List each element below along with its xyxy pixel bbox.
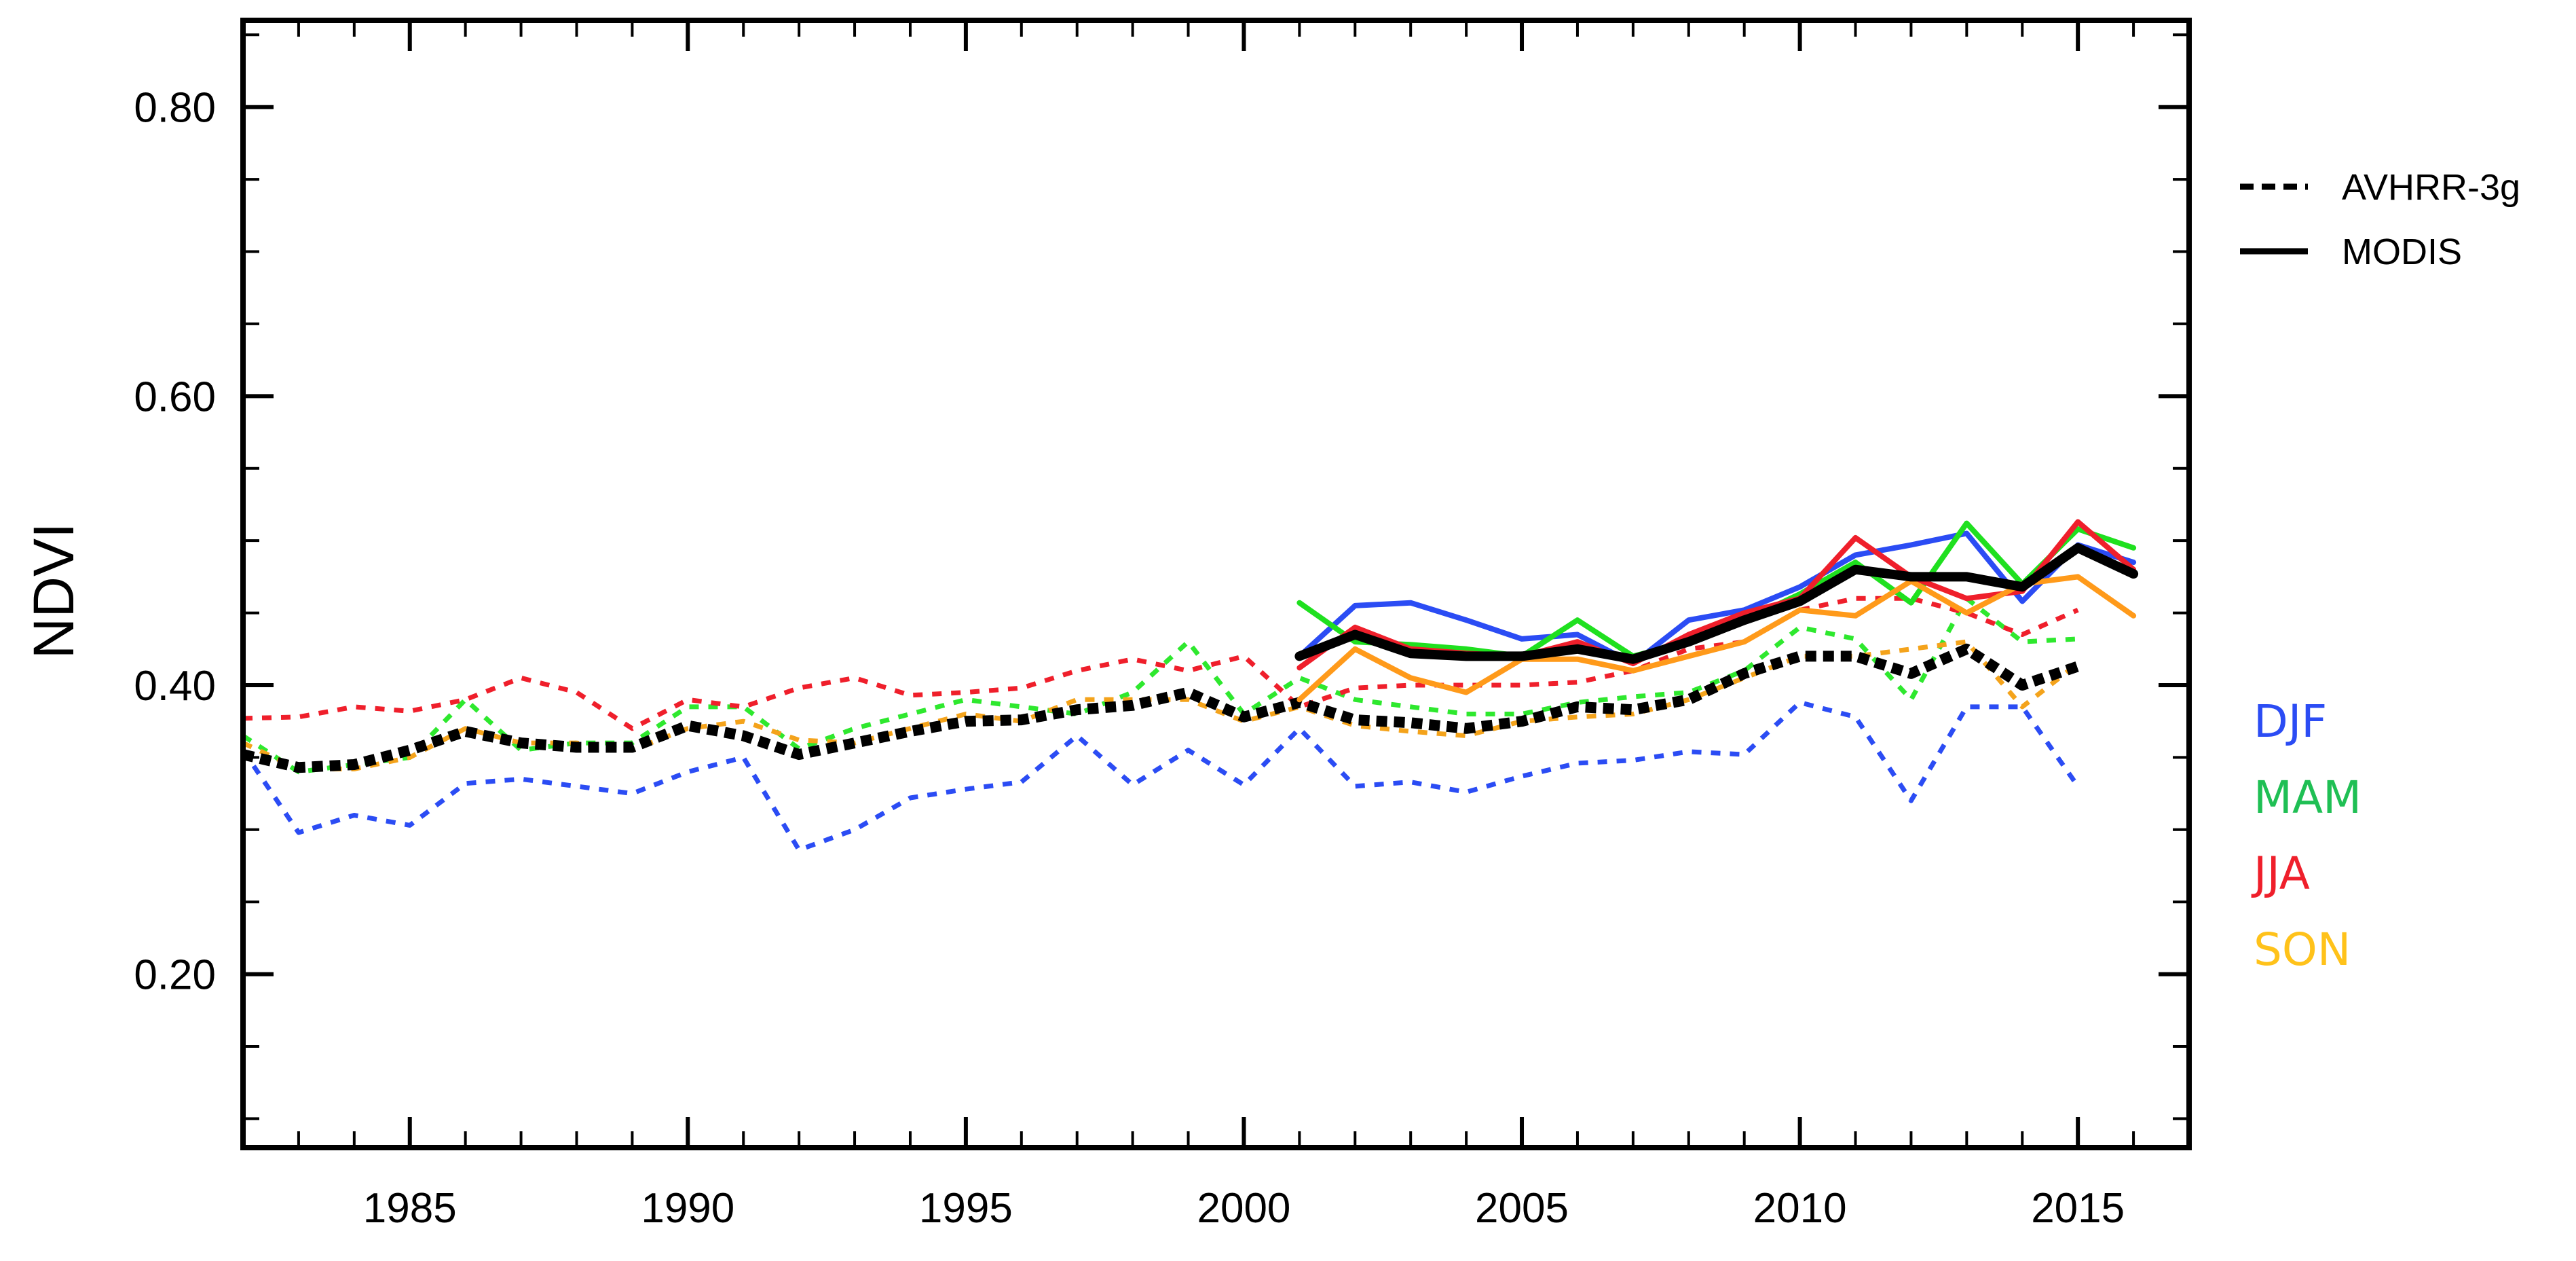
series-line xyxy=(243,596,2079,731)
season-label: JJA xyxy=(2251,847,2310,900)
series-line xyxy=(1296,530,2137,667)
series-line xyxy=(243,639,2080,771)
series-line xyxy=(243,643,2080,773)
x-tick-label: 2005 xyxy=(1475,1185,1569,1232)
y-tick-label: 0.40 xyxy=(134,663,216,710)
x-tick-label: 2015 xyxy=(2031,1185,2125,1232)
x-tick-label: 2010 xyxy=(1753,1185,1847,1232)
y-tick-label: 0.80 xyxy=(134,85,216,132)
season-label: SON xyxy=(2254,924,2351,976)
series-line xyxy=(243,596,2078,775)
series-line xyxy=(1296,574,2137,703)
series-layer xyxy=(243,519,2139,853)
ticks-layer xyxy=(242,20,2190,1148)
x-tick-label: 1995 xyxy=(919,1185,1013,1232)
series-line xyxy=(1294,543,2139,664)
series-line xyxy=(243,700,2080,853)
plot-frame xyxy=(240,18,2192,1150)
x-tick-label: 1990 xyxy=(641,1185,734,1232)
season-legend: DJF MAM JJA SON xyxy=(2251,695,2362,976)
labels-layer: 0.20 0.40 0.60 0.80 1985 1990 1995 2000 2005 2010… xyxy=(134,85,2125,1232)
legend-label: AVHRR-3g xyxy=(2342,167,2520,208)
x-tick-label: 1985 xyxy=(363,1185,457,1232)
legend: AVHRR-3g MODIS xyxy=(2240,167,2520,272)
y-axis-title: NDVI xyxy=(22,523,86,659)
x-tick-label: 2000 xyxy=(1197,1185,1290,1232)
legend-label: MODIS xyxy=(2342,232,2462,272)
y-tick-label: 0.60 xyxy=(134,373,216,420)
y-tick-label: 0.20 xyxy=(134,952,216,999)
season-label: DJF xyxy=(2254,695,2327,748)
season-label: MAM xyxy=(2254,771,2362,824)
